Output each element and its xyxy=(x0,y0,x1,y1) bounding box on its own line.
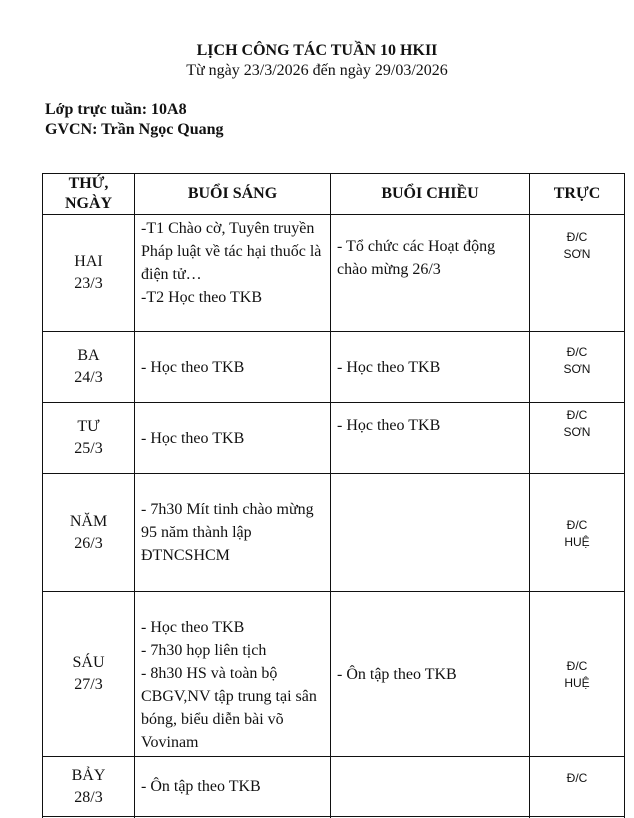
day-name: BA xyxy=(77,347,100,364)
class-on-duty: Lớp trực tuần: 10A8 xyxy=(45,101,187,118)
table-header-row: THỨ, NGÀY BUỔI SÁNG BUỔI CHIỀU TRỰC xyxy=(42,173,625,215)
afternoon-cell: - Học theo TKB xyxy=(330,331,530,403)
header-line: THỨ, xyxy=(68,175,109,192)
column-header-duty: TRỰC xyxy=(529,173,625,215)
duty-line: Đ/C xyxy=(566,659,588,673)
duty-line: SƠN xyxy=(563,425,591,439)
morning-cell: - Học theo TKB - 7h30 họp liên tịch - 8h30… xyxy=(134,591,331,757)
column-header-afternoon: BUỔI CHIỀU xyxy=(330,173,530,215)
morning-cell: - Học theo TKB xyxy=(134,331,331,403)
day-date: 23/3 xyxy=(74,275,103,292)
duty-cell: Đ/C SƠN xyxy=(529,402,625,474)
day-name: SÁU xyxy=(72,654,105,671)
morning-item: - Học theo TKB xyxy=(141,358,245,376)
column-header-day: THỨ, NGÀY xyxy=(42,173,135,215)
homeroom-teacher: GVCN: Trần Ngọc Quang xyxy=(45,121,224,138)
day-date: 27/3 xyxy=(74,676,103,693)
morning-item: -T1 Chào cờ, Tuyên truyền Pháp luật về t… xyxy=(141,220,322,283)
morning-item: - 7h30 Mít tinh chào mừng 95 năm thành l… xyxy=(141,501,314,564)
schedule-table: THỨ, NGÀY BUỔI SÁNG BUỔI CHIỀU TRỰC HAI 23… xyxy=(42,173,625,818)
day-cell: BA 24/3 xyxy=(42,331,135,403)
duty-line: Đ/C xyxy=(566,230,588,244)
table-row: NĂM 26/3 - 7h30 Mít tinh chào mừng 95 năm … xyxy=(42,473,625,592)
duty-cell: Đ/C SƠN xyxy=(529,331,625,403)
afternoon-cell xyxy=(330,473,530,592)
afternoon-item: - Ôn tập theo TKB xyxy=(337,665,457,683)
day-name: HAI xyxy=(74,253,103,270)
duty-cell: Đ/C HUỆ xyxy=(529,473,625,592)
table-row: SÁU 27/3 - Học theo TKB - 7h30 họp liên tịc… xyxy=(42,591,625,757)
day-cell: SÁU 27/3 xyxy=(42,591,135,757)
morning-cell: - Ôn tập theo TKB xyxy=(134,756,331,817)
duty-line: SƠN xyxy=(563,362,591,376)
duty-cell: Đ/C xyxy=(529,756,625,817)
morning-item: -T2 Học theo TKB xyxy=(141,289,263,306)
day-name: TƯ xyxy=(77,418,100,435)
day-date: 26/3 xyxy=(74,534,103,552)
morning-item: - Ôn tập theo TKB xyxy=(141,778,261,795)
duty-line: HUỆ xyxy=(564,676,590,690)
afternoon-cell xyxy=(330,756,530,817)
morning-cell: -T1 Chào cờ, Tuyên truyền Pháp luật về t… xyxy=(134,214,331,332)
empty-cell xyxy=(529,816,625,818)
duty-line: HUỆ xyxy=(564,535,590,549)
header-line: NGÀY xyxy=(64,195,113,212)
day-date: 25/3 xyxy=(74,440,103,457)
morning-cell: - Học theo TKB xyxy=(134,402,331,474)
table-row: BẢY 28/3 - Ôn tập theo TKB Đ/C xyxy=(42,756,625,817)
table-row: TƯ 25/3 - Học theo TKB - Học theo TKB Đ/C SƠN xyxy=(42,402,625,474)
afternoon-cell: - Ôn tập theo TKB xyxy=(330,591,530,757)
afternoon-cell: - Tổ chức các Hoạt động chào mừng 26/3 xyxy=(330,214,530,332)
table-row-partial xyxy=(42,816,625,818)
day-name: NĂM xyxy=(69,512,108,530)
morning-item: - 8h30 HS và toàn bộ CBGV,NV tập trung t… xyxy=(141,665,317,751)
duty-line: Đ/C xyxy=(566,345,588,359)
day-date: 24/3 xyxy=(74,369,103,386)
column-header-morning: BUỔI SÁNG xyxy=(134,173,331,215)
document-title: LỊCH CÔNG TÁC TUẦN 10 HKII xyxy=(196,42,438,59)
duty-line: Đ/C xyxy=(566,518,588,532)
day-name: BẢY xyxy=(71,766,106,784)
duty-line: SƠN xyxy=(563,247,591,261)
afternoon-cell: - Học theo TKB xyxy=(330,402,530,474)
day-date: 28/3 xyxy=(74,788,103,806)
morning-item: - Học theo TKB xyxy=(141,619,245,636)
day-cell: NĂM 26/3 xyxy=(42,473,135,592)
afternoon-item: - Học theo TKB xyxy=(337,358,441,376)
duty-line: Đ/C xyxy=(566,408,588,422)
table-row: HAI 23/3 -T1 Chào cờ, Tuyên truyền Pháp lu… xyxy=(42,214,625,332)
duty-line: Đ/C xyxy=(566,771,588,785)
day-cell: BẢY 28/3 xyxy=(42,756,135,817)
morning-item: - Học theo TKB xyxy=(141,429,245,447)
duty-cell: Đ/C SƠN xyxy=(529,214,625,332)
afternoon-item: - Tổ chức các Hoạt động chào mừng 26/3 xyxy=(337,238,496,278)
morning-item: - 7h30 họp liên tịch xyxy=(141,642,267,659)
afternoon-item: - Học theo TKB xyxy=(337,417,441,434)
date-range: Từ ngày 23/3/2026 đến ngày 29/03/2026 xyxy=(186,62,448,79)
table-row: BA 24/3 - Học theo TKB - Học theo TKB Đ/C SƠN xyxy=(42,331,625,403)
day-cell: HAI 23/3 xyxy=(42,214,135,332)
morning-cell: - 7h30 Mít tinh chào mừng 95 năm thành l… xyxy=(134,473,331,592)
duty-cell: Đ/C HUỆ xyxy=(529,591,625,757)
day-cell: TƯ 25/3 xyxy=(42,402,135,474)
